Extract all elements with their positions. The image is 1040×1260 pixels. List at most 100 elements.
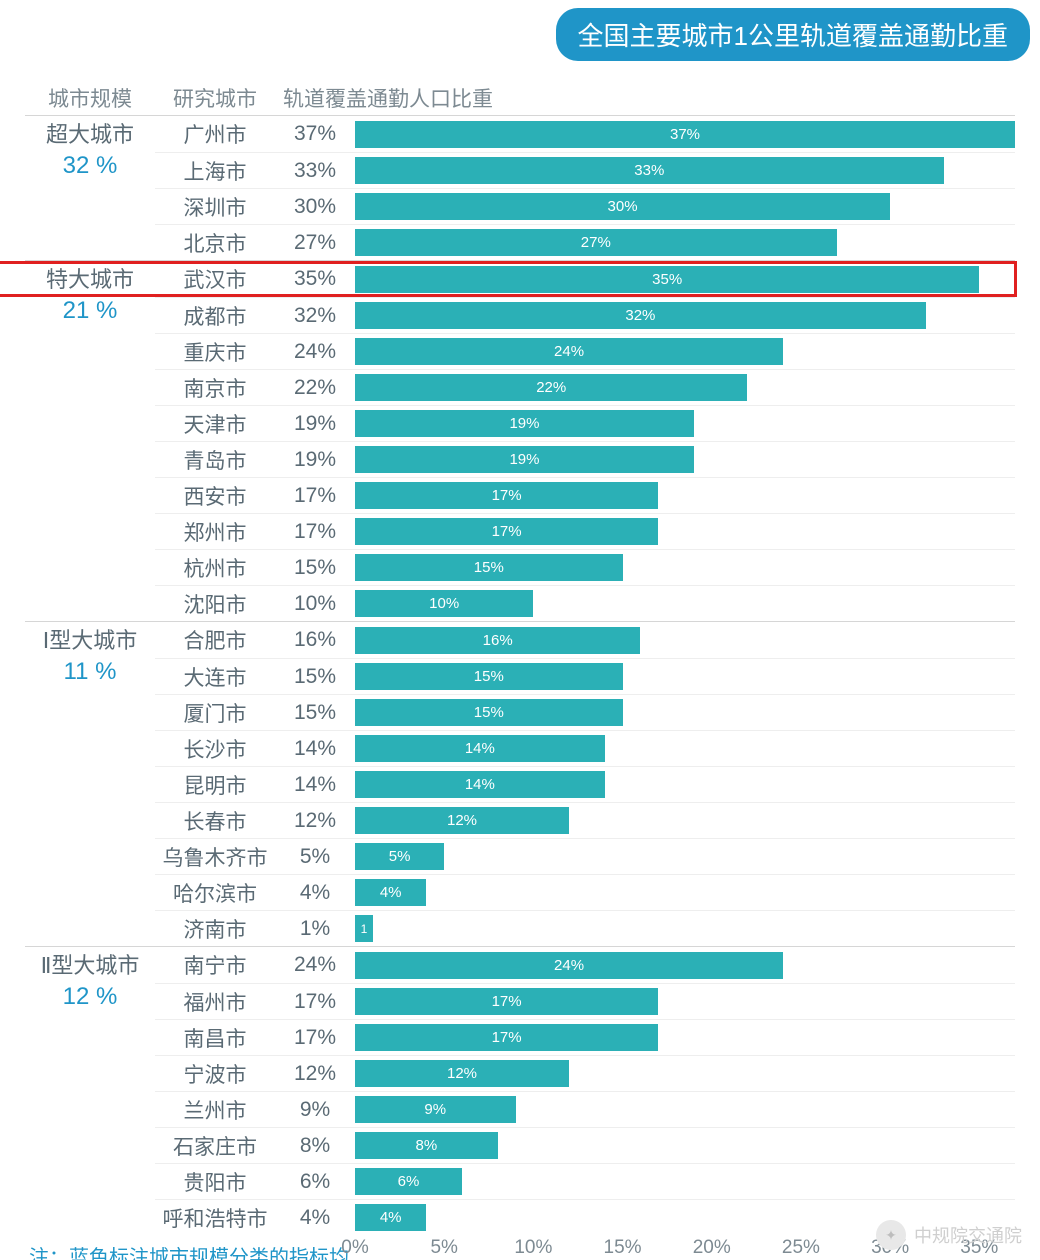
city-row: 北京市27%27% — [155, 224, 1015, 260]
bar-label: 19% — [509, 451, 539, 468]
bar-label: 19% — [509, 415, 539, 432]
bar-label: 14% — [465, 740, 495, 757]
bar: 12% — [355, 807, 569, 834]
city-row: 大连市15%15% — [155, 658, 1015, 694]
bar: 1 — [355, 915, 373, 942]
axis-tick: 25% — [782, 1237, 820, 1259]
bar: 4% — [355, 879, 426, 906]
header-pct: 轨道覆盖通勤人口比重 — [275, 83, 493, 113]
city-row: 沈阳市10%10% — [155, 585, 1015, 621]
bar-label: 17% — [492, 487, 522, 504]
city-name: 沈阳市 — [155, 589, 275, 619]
city-name: 青岛市 — [155, 445, 275, 475]
city-group: Ⅱ型大城市12 %南宁市24%24%福州市17%17%南昌市17%17%宁波市1… — [25, 946, 1015, 1235]
bar: 24% — [355, 952, 783, 979]
bar-label: 10% — [429, 595, 459, 612]
chart-title: 全国主要城市1公里轨道覆盖通勤比重 — [556, 8, 1030, 61]
bar-label: 17% — [492, 1029, 522, 1046]
city-row: 武汉市35%35% — [155, 261, 1015, 297]
city-percent: 12% — [275, 809, 355, 833]
bar: 35% — [355, 266, 979, 293]
bar: 15% — [355, 699, 623, 726]
city-name: 上海市 — [155, 156, 275, 186]
group-name: Ⅰ型大城市 — [25, 626, 155, 656]
city-percent: 27% — [275, 231, 355, 255]
city-percent: 1% — [275, 917, 355, 941]
bar-cell: 15% — [355, 659, 1015, 694]
group-average: 12 % — [25, 983, 155, 1011]
bar-label: 5% — [389, 848, 411, 865]
bar-label: 8% — [416, 1137, 438, 1154]
bar-label: 12% — [447, 812, 477, 829]
bar-cell: 17% — [355, 478, 1015, 513]
city-name: 呼和浩特市 — [155, 1203, 275, 1233]
bar: 16% — [355, 627, 640, 654]
bar: 30% — [355, 193, 890, 220]
bar: 24% — [355, 338, 783, 365]
bar-cell: 24% — [355, 947, 1015, 983]
city-row: 兰州市9%9% — [155, 1091, 1015, 1127]
city-row: 南昌市17%17% — [155, 1019, 1015, 1055]
axis-tick: 15% — [604, 1237, 642, 1259]
watermark-icon: ✦ — [876, 1220, 906, 1250]
bar-cell: 12% — [355, 1056, 1015, 1091]
bar: 17% — [355, 518, 658, 545]
city-name: 贵阳市 — [155, 1167, 275, 1197]
city-row: 广州市37%37% — [155, 116, 1015, 152]
bar: 14% — [355, 735, 605, 762]
watermark: ✦ 中规院交通院 — [876, 1220, 1022, 1250]
group-name: 超大城市 — [25, 120, 155, 150]
city-percent: 35% — [275, 267, 355, 291]
city-name: 天津市 — [155, 409, 275, 439]
bar: 9% — [355, 1096, 516, 1123]
group-name: 特大城市 — [25, 265, 155, 295]
bar-label: 24% — [554, 957, 584, 974]
chart-area: 城市规模 研究城市 轨道覆盖通勤人口比重 超大城市32 %广州市37%37%上海… — [0, 81, 1040, 1260]
bar-cell: 14% — [355, 767, 1015, 802]
bar-cell: 1 — [355, 911, 1015, 946]
city-row: 西安市17%17% — [155, 477, 1015, 513]
bar: 14% — [355, 771, 605, 798]
city-percent: 4% — [275, 1206, 355, 1230]
bar-label: 35% — [652, 271, 682, 288]
city-name: 北京市 — [155, 228, 275, 258]
chart-title-bar: 全国主要城市1公里轨道覆盖通勤比重 — [0, 8, 1040, 61]
footnote: 注：蓝色标注城市规模分类的指标均值 — [25, 1237, 355, 1260]
city-row: 青岛市19%19% — [155, 441, 1015, 477]
city-name: 乌鲁木齐市 — [155, 842, 275, 872]
city-percent: 5% — [275, 845, 355, 869]
city-name: 西安市 — [155, 481, 275, 511]
city-row: 厦门市15%15% — [155, 694, 1015, 730]
city-percent: 24% — [275, 340, 355, 364]
group-label: Ⅱ型大城市12 % — [25, 947, 155, 1235]
bar-label: 6% — [398, 1173, 420, 1190]
bar-label: 37% — [670, 126, 700, 143]
city-name: 兰州市 — [155, 1095, 275, 1125]
bar: 19% — [355, 446, 694, 473]
city-percent: 4% — [275, 881, 355, 905]
city-name: 广州市 — [155, 119, 275, 149]
bar: 10% — [355, 590, 533, 617]
bar: 32% — [355, 302, 926, 329]
city-percent: 8% — [275, 1134, 355, 1158]
bar-cell: 17% — [355, 514, 1015, 549]
city-row: 福州市17%17% — [155, 983, 1015, 1019]
city-row: 合肥市16%16% — [155, 622, 1015, 658]
group-average: 21 % — [25, 297, 155, 325]
city-name: 石家庄市 — [155, 1131, 275, 1161]
city-row: 郑州市17%17% — [155, 513, 1015, 549]
bar-label: 1 — [361, 922, 368, 936]
city-percent: 32% — [275, 304, 355, 328]
city-row: 天津市19%19% — [155, 405, 1015, 441]
bar-cell: 37% — [355, 116, 1015, 152]
city-percent: 15% — [275, 556, 355, 580]
bar-cell: 16% — [355, 622, 1015, 658]
bar-cell: 6% — [355, 1164, 1015, 1199]
bar: 6% — [355, 1168, 462, 1195]
city-name: 长沙市 — [155, 734, 275, 764]
group-label: 特大城市21 % — [25, 261, 155, 621]
city-percent: 15% — [275, 701, 355, 725]
city-percent: 19% — [275, 412, 355, 436]
bar-cell: 19% — [355, 442, 1015, 477]
city-percent: 16% — [275, 628, 355, 652]
